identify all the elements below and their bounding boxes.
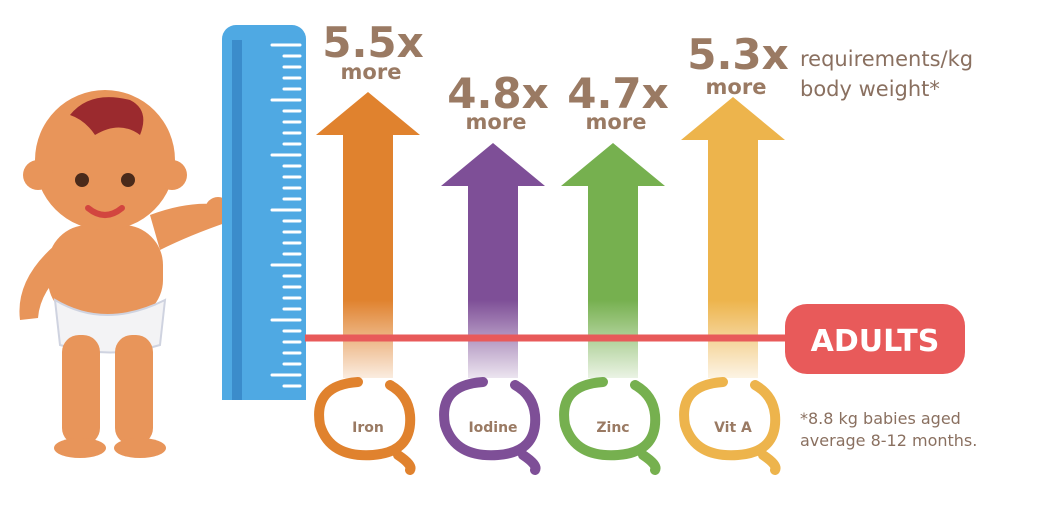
baby-illustration — [19, 90, 231, 458]
multiplier: 4.8x — [447, 69, 549, 118]
arrows: Iron5.5xmoreIodine4.8xmoreZinc4.7xmoreVi… — [314, 18, 789, 475]
multiplier-unit: more — [341, 60, 402, 84]
footnote-line: average 8-12 months. — [800, 431, 977, 450]
multiplier: 5.3x — [687, 30, 789, 79]
multiplier-unit: more — [706, 75, 767, 99]
leaf — [439, 377, 541, 475]
leaf — [679, 377, 781, 475]
arrow — [316, 92, 420, 378]
multiplier-unit: more — [586, 110, 647, 134]
note-line: requirements/kg — [800, 47, 973, 71]
adult-label: ADULTS — [811, 324, 940, 359]
ruler — [222, 25, 306, 400]
arrow — [561, 143, 665, 378]
arrow — [441, 143, 545, 378]
arrow — [681, 97, 785, 378]
note-line: body weight* — [800, 77, 940, 101]
item-label: Zinc — [596, 420, 629, 436]
adult-badge — [785, 304, 965, 374]
item-label: Vit A — [714, 420, 752, 436]
multiplier-unit: more — [466, 110, 527, 134]
footnote-line: *8.8 kg babies aged — [800, 409, 961, 428]
multiplier: 5.5x — [322, 18, 424, 67]
item-label: Iron — [352, 420, 384, 436]
leaf — [314, 377, 416, 475]
leaf — [559, 377, 661, 475]
item-label: Iodine — [468, 420, 517, 436]
multiplier: 4.7x — [567, 69, 669, 118]
